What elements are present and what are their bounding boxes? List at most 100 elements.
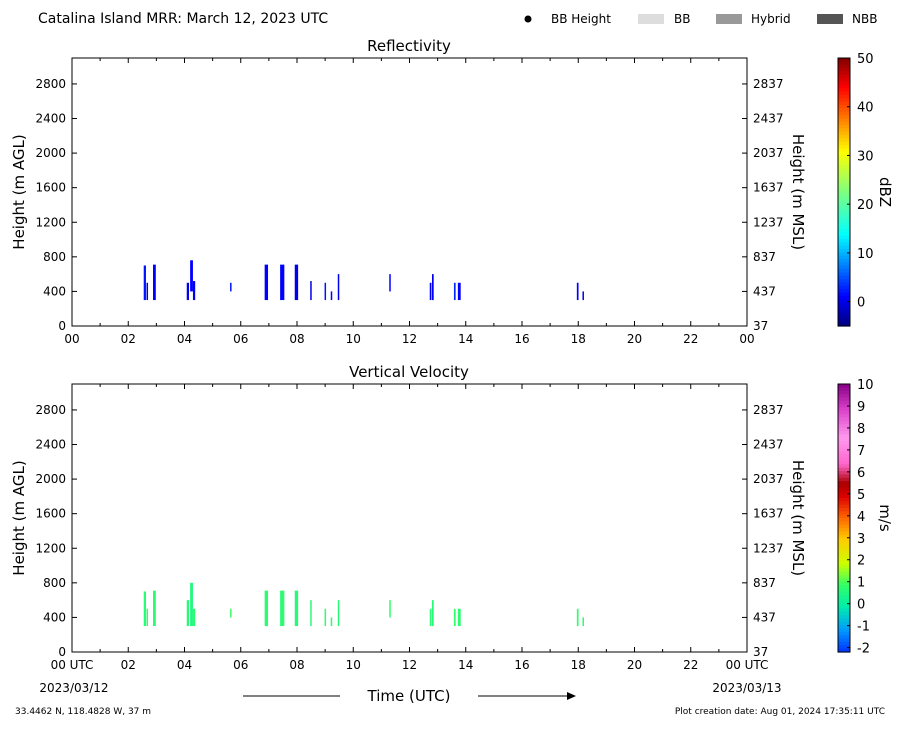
velocity-cell xyxy=(143,591,146,627)
legend-bb-label: BB xyxy=(674,12,690,26)
ms-colorbar: -2 -1 0 1 2 3 4 5 6 7 8 9 10 xyxy=(837,378,874,657)
reflectivity-colorbar-segment xyxy=(838,235,850,240)
reflectivity-cell xyxy=(280,264,285,301)
reflectivity-ylabel: Height (m AGL) xyxy=(10,134,28,249)
reflectivity-colorbar-segment xyxy=(838,168,850,173)
velocity-colorbar-segment xyxy=(838,564,850,569)
bb-height-dot-icon xyxy=(524,15,532,23)
velocity-colorbar-segment xyxy=(838,521,850,526)
velocity-ytick-right-label: 2837 xyxy=(753,403,784,417)
velocity-colorbar-segment xyxy=(838,574,850,579)
figure-title: Catalina Island MRR: March 12, 2023 UTC xyxy=(38,11,328,27)
velocity-colorbar-segment xyxy=(838,404,850,409)
velocity-colorbar-segment xyxy=(838,434,850,439)
velocity-colorbar-segment xyxy=(838,397,850,402)
reflectivity-ytick-right-label: 437 xyxy=(753,284,776,298)
velocity-colorbar-segment xyxy=(838,484,850,489)
velocity-colorbar-segment xyxy=(838,494,850,499)
reflectivity-cell xyxy=(432,274,434,301)
velocity-colorbar-segment xyxy=(838,518,850,522)
velocity-cell xyxy=(429,608,432,627)
reflectivity-cell xyxy=(153,264,156,301)
velocity-colorbar-segment xyxy=(838,611,850,616)
velocity-ytick-right-label: 837 xyxy=(753,576,776,590)
reflectivity-ytick-label: 2000 xyxy=(35,146,66,160)
reflectivity-cell xyxy=(330,291,333,301)
reflectivity-ytick-label: 1200 xyxy=(35,215,66,229)
velocity-cell xyxy=(324,608,327,627)
velocity-cell xyxy=(389,600,391,618)
reflectivity-colorbar-segment xyxy=(838,141,850,146)
reflectivity-ytick-label: 2800 xyxy=(35,77,66,91)
velocity-colorbar-segment xyxy=(838,417,850,422)
velocity-colorbar-frame xyxy=(837,383,851,653)
reflectivity-colorbar-segment xyxy=(838,192,850,196)
reflectivity-colorbar-segment xyxy=(838,74,850,79)
reflectivity-colorbar-segment xyxy=(838,225,850,230)
reflectivity-xtick-label: 08 xyxy=(289,332,304,346)
reflectivity-cell xyxy=(294,264,299,301)
reflectivity-cell xyxy=(576,282,579,301)
velocity-colorbar-segment xyxy=(838,615,850,620)
reflectivity-colorbar-tick-label: 50 xyxy=(857,52,874,67)
reflectivity-colorbar-segment xyxy=(838,71,850,76)
reflectivity-xtick-label: 14 xyxy=(458,332,473,346)
velocity-colorbar-segment xyxy=(838,608,850,613)
bb-legend: BB Height BB Hybrid NBB xyxy=(524,12,877,26)
velocity-colorbar-segment xyxy=(838,454,850,459)
velocity-colorbar-segment xyxy=(838,447,850,452)
velocity-ylabel: Height (m AGL) xyxy=(10,460,28,575)
velocity-colorbar-tick-label: 1 xyxy=(857,576,865,591)
reflectivity-colorbar-segment xyxy=(838,188,850,193)
reflectivity-colorbar-segment xyxy=(838,322,850,327)
reflectivity-cell xyxy=(429,282,432,301)
velocity-colorbar-tick-label: 0 xyxy=(857,598,865,613)
reflectivity-colorbar-segment xyxy=(838,131,850,136)
velocity-colorbar-segment xyxy=(838,561,850,566)
reflectivity-colorbar-segment xyxy=(838,248,850,253)
reflectivity-colorbar-segment xyxy=(838,198,850,203)
station-coordinates: 33.4462 N, 118.4828 W, 37 m xyxy=(15,707,151,717)
velocity-colorbar-segment xyxy=(838,407,850,412)
velocity-ytick-label: 1600 xyxy=(35,507,66,521)
reflectivity-colorbar-segment xyxy=(838,91,850,96)
x-axis-label: Time (UTC) xyxy=(367,687,451,705)
velocity-colorbar-segment xyxy=(838,400,850,405)
reflectivity-y-axis-right: 37 437 837 1237 1637 2037 2437 2837 xyxy=(742,77,784,333)
reflectivity-xtick-label: 02 xyxy=(121,332,136,346)
legend-hybrid-label: Hybrid xyxy=(751,12,791,26)
reflectivity-ylabel-right: Height (m MSL) xyxy=(789,134,807,250)
velocity-cell xyxy=(337,600,340,627)
reflectivity-cell xyxy=(230,282,232,292)
velocity-colorbar-tick-label: 8 xyxy=(857,422,865,437)
velocity-cell xyxy=(146,608,149,627)
velocity-colorbar-segment xyxy=(838,581,850,586)
reflectivity-colorbar-segment xyxy=(838,218,850,223)
velocity-colorbar-segment xyxy=(838,531,850,536)
velocity-ytick-label: 0 xyxy=(58,645,66,659)
arrow-right-icon xyxy=(567,692,576,700)
velocity-ytick-label: 2400 xyxy=(35,438,66,452)
velocity-xtick-label: 00 UTC xyxy=(51,658,94,672)
reflectivity-colorbar-segment xyxy=(838,171,850,176)
velocity-ytick-label: 2800 xyxy=(35,403,66,417)
reflectivity-colorbar-segment xyxy=(838,215,850,220)
velocity-xtick-label: 06 xyxy=(233,658,248,672)
reflectivity-colorbar-segment xyxy=(838,305,850,310)
velocity-colorbar-segment xyxy=(838,477,850,482)
reflectivity-xtick-label: 06 xyxy=(233,332,248,346)
velocity-cell xyxy=(453,608,456,627)
velocity-xtick-label: 18 xyxy=(571,658,586,672)
reflectivity-ytick-right-label: 2837 xyxy=(753,77,784,91)
reflectivity-colorbar-segment xyxy=(838,111,850,116)
reflectivity-colorbar-tick-label: 0 xyxy=(857,296,865,311)
velocity-colorbar-segment xyxy=(838,387,850,392)
velocity-colorbar-segment xyxy=(838,595,850,599)
velocity-colorbar-segment xyxy=(838,420,850,425)
vertical-velocity-panel: Vertical Velocity 0400800120016002000240… xyxy=(10,363,894,672)
velocity-cell xyxy=(330,617,333,627)
reflectivity-colorbar-segment xyxy=(838,242,850,247)
velocity-colorbar-segment xyxy=(838,444,850,449)
velocity-colorbar-segment xyxy=(838,437,850,442)
